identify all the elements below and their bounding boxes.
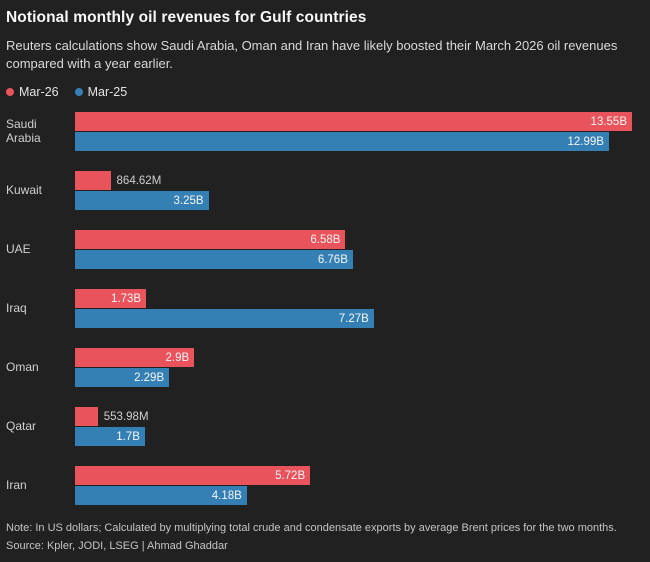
- bar-mar-26-saudi-arabia: 13.55B: [75, 112, 632, 132]
- value-label: 864.62M: [116, 174, 162, 187]
- bar-mar-26-iran: 5.72B: [75, 466, 311, 486]
- bar-group: 5.72B 4.18B: [75, 466, 632, 506]
- bar-line: 3.25B: [75, 191, 632, 211]
- value-label: 1.73B: [111, 292, 142, 305]
- legend-item-mar-26: Mar-26: [6, 85, 59, 99]
- category-label: Kuwait: [6, 183, 43, 197]
- bar-group: 2.9B 2.29B: [75, 348, 632, 388]
- bar-line: 2.9B: [75, 348, 632, 368]
- bar-group: 864.62M 3.25B: [75, 171, 632, 211]
- bar-line: 13.55B: [75, 112, 632, 132]
- chart-row-saudi-arabia: Saudi Arabia 13.55B 12.99B: [6, 112, 632, 152]
- bar-line: 4.18B: [75, 486, 632, 506]
- bar-group: 6.58B 6.76B: [75, 230, 632, 270]
- value-label: 1.7B: [116, 430, 140, 443]
- category-label: Iran: [6, 478, 27, 492]
- bar-group: 553.98M 1.7B: [75, 407, 632, 447]
- bar-mar-25-iran: 4.18B: [75, 486, 247, 506]
- bar-mar-25-uae: 6.76B: [75, 250, 353, 270]
- bar-line: 2.29B: [75, 368, 632, 388]
- bar-mar-26-uae: 6.58B: [75, 230, 346, 250]
- bar-line: 553.98M: [75, 407, 632, 427]
- value-label: 12.99B: [567, 135, 604, 148]
- bar-mar-26-oman: 2.9B: [75, 348, 195, 368]
- bar-line: 12.99B: [75, 132, 632, 152]
- value-label: 553.98M: [103, 410, 149, 423]
- chart-row-oman: Oman 2.9B 2.29B: [6, 348, 632, 388]
- chart-row-qatar: Qatar 553.98M 1.7B: [6, 407, 632, 447]
- legend-label: Mar-25: [87, 85, 128, 100]
- bar-mar-25-saudi-arabia: 12.99B: [75, 132, 609, 152]
- bar-mar-25-oman: 2.29B: [75, 368, 170, 388]
- legend-item-mar-25: Mar-25: [74, 85, 128, 100]
- value-label: 6.76B: [317, 253, 348, 266]
- bar-line: 1.73B: [75, 289, 632, 309]
- chart-row-iran: Iran 5.72B 4.18B: [6, 466, 632, 506]
- value-label: 2.9B: [165, 351, 190, 364]
- bar-line: 864.62M: [75, 171, 632, 191]
- chart-row-iraq: Iraq 1.73B 7.27B: [6, 289, 632, 329]
- value-label: 13.55B: [590, 115, 627, 128]
- legend-dot-red-icon: [6, 88, 14, 97]
- bar-group: 1.73B 7.27B: [75, 289, 632, 329]
- category-label: Qatar: [6, 419, 37, 433]
- legend: Mar-26 Mar-25: [6, 85, 644, 99]
- value-label: 3.25B: [173, 194, 204, 207]
- bar-line: 7.27B: [75, 309, 632, 329]
- bar-mar-25-qatar: 1.7B: [75, 427, 145, 447]
- chart-note: Note: In US dollars; Calculated by multi…: [6, 522, 617, 535]
- bar-mar-26-kuwait: [75, 171, 111, 191]
- chart-footer: Note: In US dollars; Calculated by multi…: [6, 522, 644, 552]
- bar-line: 5.72B: [75, 466, 632, 486]
- chart-row-kuwait: Kuwait 864.62M 3.25B: [6, 171, 632, 211]
- bar-line: 6.58B: [75, 230, 632, 250]
- bar-mar-26-iraq: 1.73B: [75, 289, 147, 309]
- bar-group: 13.55B 12.99B: [75, 112, 632, 152]
- bar-mar-25-iraq: 7.27B: [75, 309, 374, 329]
- bar-mar-26-qatar: [75, 407, 98, 427]
- value-label: 2.29B: [134, 371, 165, 384]
- bar-mar-25-kuwait: 3.25B: [75, 191, 209, 211]
- category-label: Oman: [6, 360, 39, 374]
- value-label: 6.58B: [310, 233, 341, 246]
- bar-line: 6.76B: [75, 250, 632, 270]
- value-label: 7.27B: [338, 312, 369, 325]
- value-label: 5.72B: [275, 469, 306, 482]
- legend-label: Mar-26: [19, 85, 59, 100]
- value-label: 4.18B: [211, 489, 242, 502]
- chart-row-uae: UAE 6.58B 6.76B: [6, 230, 632, 270]
- category-label: Saudi Arabia: [6, 117, 41, 145]
- category-label: UAE: [6, 242, 31, 256]
- legend-dot-blue-icon: [74, 88, 83, 97]
- bar-line: 1.7B: [75, 427, 632, 447]
- chart-subtitle: Reuters calculations show Saudi Arabia, …: [6, 38, 618, 71]
- category-label: Iraq: [6, 301, 27, 315]
- page-title: Notional monthly oil revenues for Gulf c…: [6, 9, 367, 26]
- chart: Saudi Arabia 13.55B 12.99B Kuwait 864.62M 3.2…: [6, 112, 644, 506]
- chart-source: Source: Kpler, JODI, LSEG | Ahmad Ghadda…: [6, 540, 228, 553]
